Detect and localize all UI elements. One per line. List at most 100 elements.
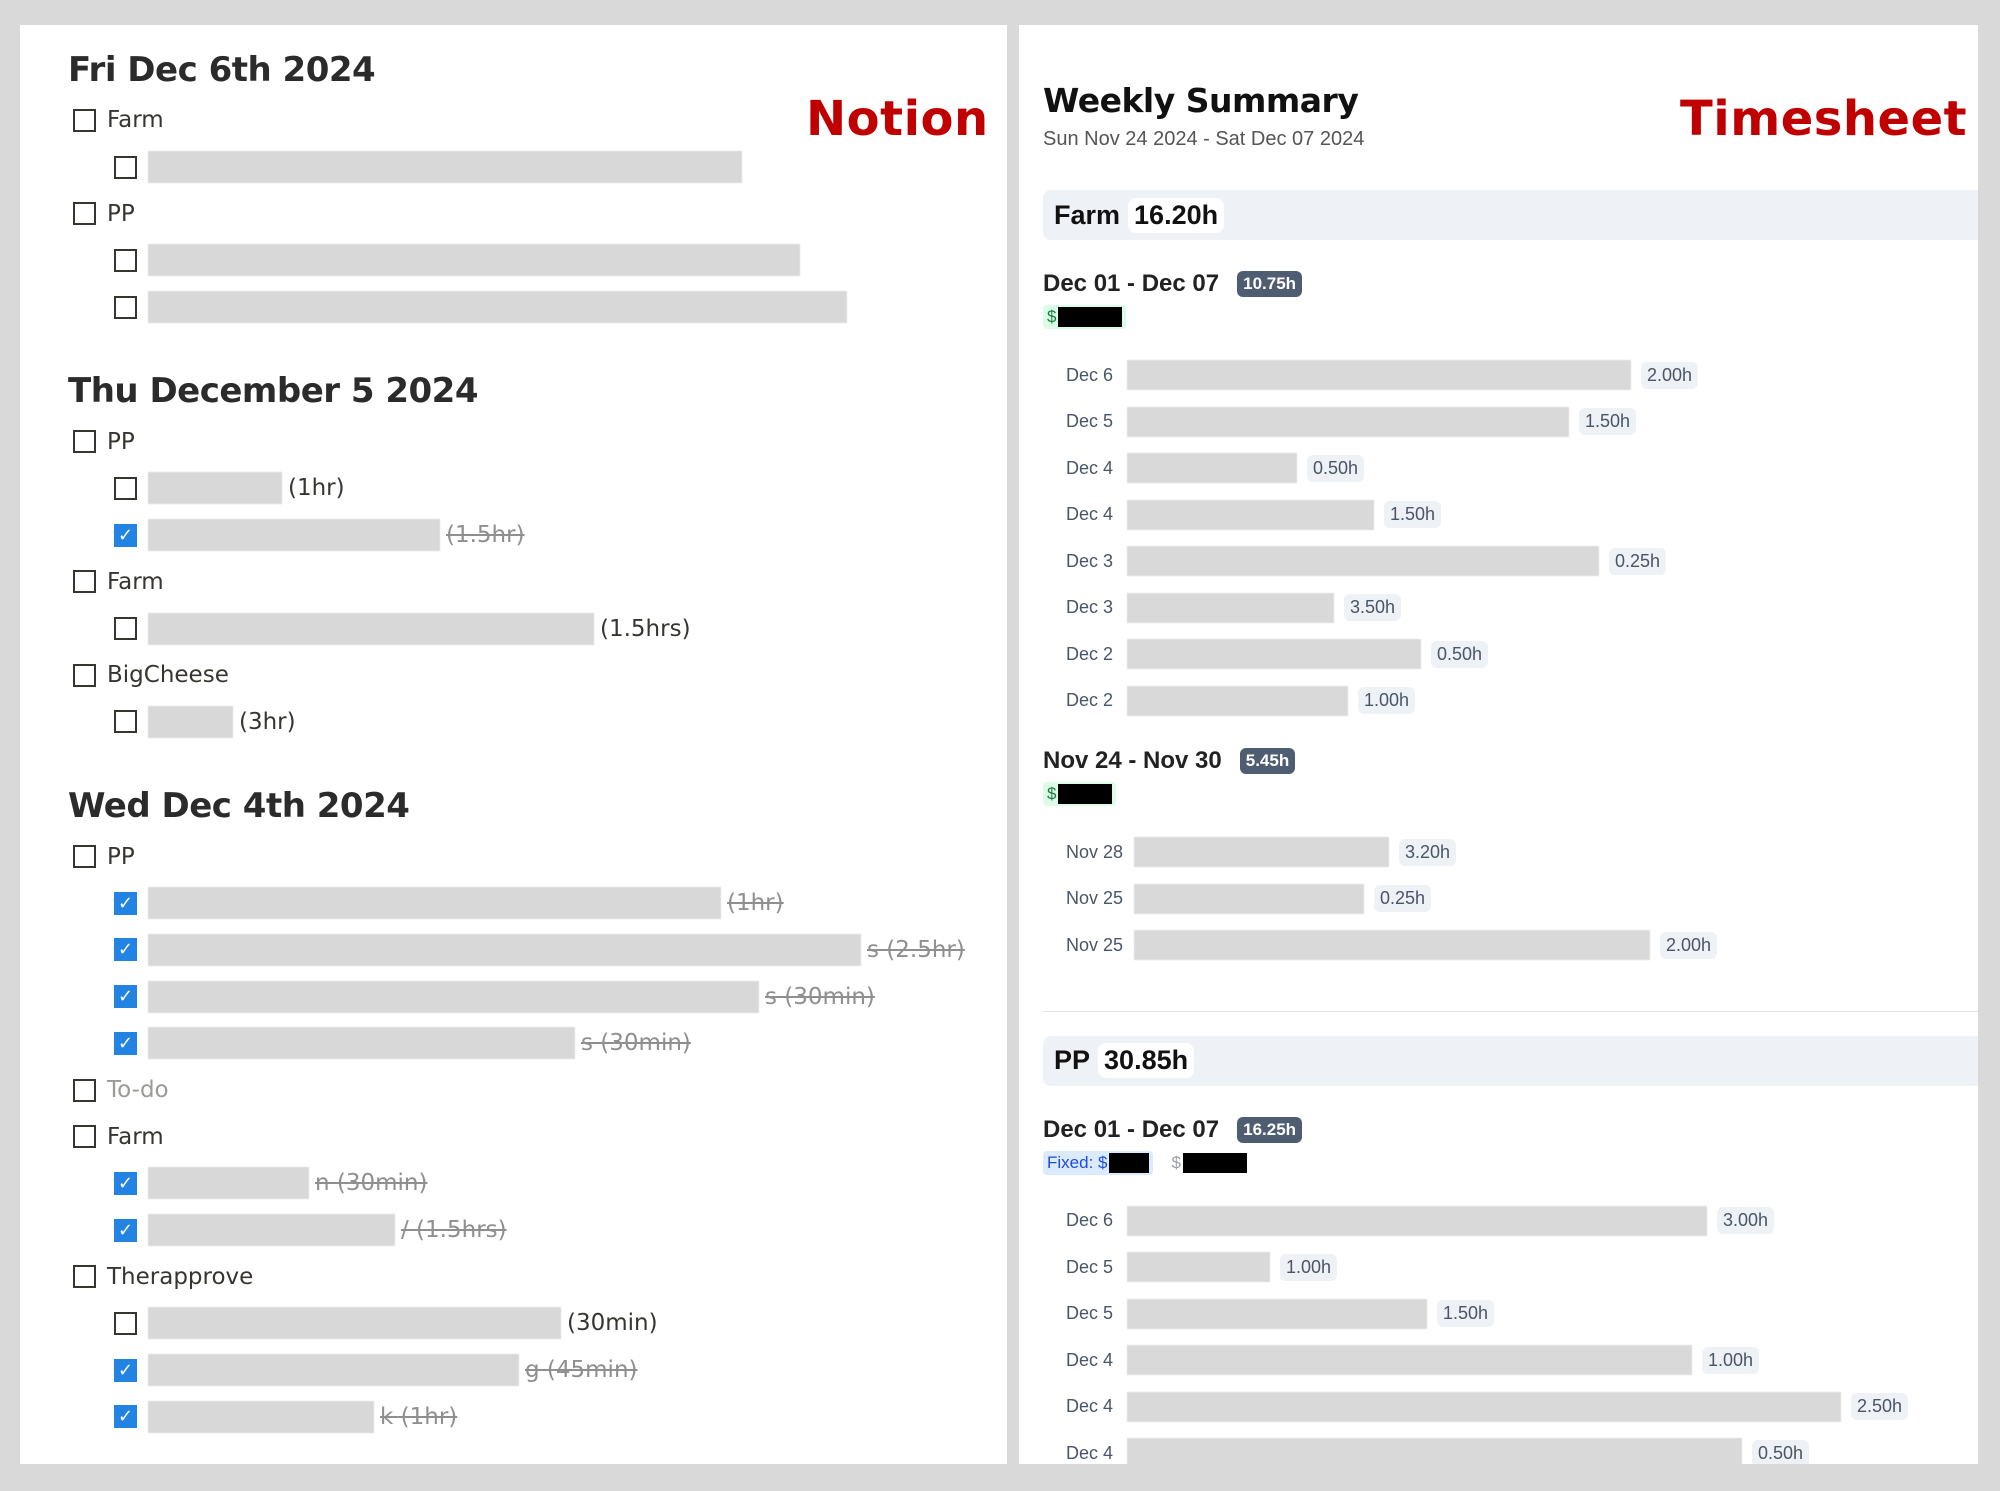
task-item[interactable] [20, 237, 1007, 284]
redacted-text [148, 1167, 309, 1200]
group-label: PP [107, 200, 135, 227]
task-item[interactable]: (1hr) [20, 465, 1007, 512]
redacted-description [1127, 1252, 1270, 1283]
redacted-description [1127, 1345, 1692, 1376]
entry-hours: 0.50h [1752, 1439, 1810, 1464]
task-item[interactable]: ✓ s (30min) [20, 973, 1007, 1020]
group-label: PP [107, 428, 135, 455]
time-entry[interactable]: Dec 4 0.50h [1043, 445, 1978, 492]
checkbox[interactable]: ✓ [114, 1358, 137, 1382]
timesheet-projects: Farm 16.20h Dec 01 - Dec 07 10.75h $ Dec 6 2.0… [1043, 190, 1978, 1464]
redacted-description [1127, 639, 1421, 670]
group-item[interactable]: To-do [20, 1067, 1007, 1114]
redacted-description [1134, 883, 1364, 914]
week-header: Nov 24 - Nov 30 5.45h [1043, 746, 1978, 776]
checkbox[interactable] [114, 248, 137, 272]
checkbox[interactable] [114, 295, 137, 319]
time-entry[interactable]: Dec 3 3.50h [1043, 585, 1978, 632]
group-item[interactable]: PP [20, 190, 1007, 237]
group-item[interactable]: BigCheese [20, 652, 1007, 699]
task-item[interactable]: ✓ / (1.5hrs) [20, 1207, 1007, 1254]
redacted-description [1127, 592, 1334, 623]
task-item[interactable]: (3hr) [20, 699, 1007, 746]
group-item[interactable]: Farm [20, 97, 1007, 144]
group-item[interactable]: Therapprove [20, 1253, 1007, 1300]
task-item[interactable]: ✓ k (1hr) [20, 1394, 1007, 1441]
day-heading: Fri Dec 6th 2024 [68, 50, 376, 90]
entry-hours: 1.50h [1384, 501, 1442, 529]
checkbox[interactable]: ✓ [114, 985, 137, 1009]
checkbox[interactable] [114, 476, 137, 500]
checkbox[interactable] [114, 155, 137, 179]
checkbox[interactable]: ✓ [114, 1031, 137, 1055]
time-entry[interactable]: Dec 5 1.00h [1043, 1244, 1978, 1291]
checkbox[interactable]: ✓ [114, 1218, 137, 1242]
entry-hours: 0.25h [1609, 547, 1667, 575]
task-duration: s (30min) [581, 1030, 691, 1057]
amount-pill: $ [1043, 305, 1127, 329]
task-item[interactable]: (30min) [20, 1300, 1007, 1347]
time-entry[interactable]: Nov 25 2.00h [1043, 922, 1978, 969]
time-entry[interactable]: Nov 25 0.25h [1043, 876, 1978, 923]
task-item[interactable]: ✓ s (30min) [20, 1020, 1007, 1067]
task-item[interactable]: ✓ n (30min) [20, 1160, 1007, 1207]
checkbox[interactable] [73, 663, 96, 687]
entry-date: Dec 5 [1066, 1256, 1114, 1277]
redacted-text [148, 980, 759, 1013]
time-entry[interactable]: Nov 28 3.20h [1043, 829, 1978, 876]
time-entry[interactable]: Dec 4 1.00h [1043, 1337, 1978, 1384]
redacted-text [148, 519, 440, 552]
task-duration: g (45min) [525, 1357, 638, 1384]
group-item[interactable]: PP [20, 418, 1007, 465]
entry-date: Dec 5 [1066, 1303, 1114, 1324]
time-entry[interactable]: Dec 5 1.50h [1043, 399, 1978, 446]
redacted-text [148, 933, 861, 966]
checkbox[interactable]: ✓ [114, 1171, 137, 1195]
time-entry[interactable]: Dec 6 2.00h [1043, 352, 1978, 399]
redacted-text [148, 1400, 374, 1433]
group-item[interactable]: Farm [20, 559, 1007, 606]
time-entry[interactable]: Dec 4 1.50h [1043, 492, 1978, 539]
checkbox[interactable] [73, 1078, 96, 1102]
time-entry[interactable]: Dec 4 0.50h [1043, 1430, 1978, 1464]
task-duration: (3hr) [239, 708, 296, 735]
checkbox[interactable] [73, 1125, 96, 1149]
checkbox[interactable] [114, 710, 137, 734]
entry-date: Dec 3 [1066, 550, 1114, 571]
redacted-description [1127, 406, 1569, 437]
time-entry[interactable]: Dec 5 1.50h [1043, 1291, 1978, 1338]
day-heading: Wed Dec 4th 2024 [68, 786, 410, 827]
checkbox[interactable] [73, 430, 96, 454]
checkbox[interactable] [114, 1311, 137, 1335]
task-item[interactable]: ✓ g (45min) [20, 1347, 1007, 1394]
group-item[interactable]: PP [20, 833, 1007, 880]
checkbox[interactable] [73, 202, 96, 226]
checkbox[interactable] [73, 570, 96, 594]
time-entry[interactable]: Dec 6 3.00h [1043, 1198, 1978, 1245]
fixed-rate-pill: Fixed: $ [1043, 1150, 1154, 1175]
time-entry[interactable]: Dec 2 0.50h [1043, 631, 1978, 678]
checkbox[interactable] [73, 1265, 96, 1289]
amount-pill: $ [1171, 1151, 1247, 1175]
week-range: Dec 01 - Dec 07 [1043, 270, 1220, 297]
entry-hours: 3.00h [1717, 1207, 1775, 1235]
task-item[interactable] [20, 284, 1007, 331]
task-item[interactable]: (1.5hrs) [20, 605, 1007, 652]
task-item[interactable] [20, 144, 1007, 191]
checkbox[interactable] [73, 845, 96, 869]
checkbox[interactable]: ✓ [114, 523, 137, 547]
entry-date: Dec 4 [1066, 1442, 1114, 1463]
entry-hours: 2.50h [1851, 1393, 1909, 1421]
checkbox[interactable]: ✓ [114, 938, 137, 962]
checkbox[interactable] [73, 108, 96, 132]
checkbox[interactable]: ✓ [114, 891, 137, 915]
group-item[interactable]: Farm [20, 1113, 1007, 1160]
checkbox[interactable] [114, 617, 137, 641]
task-item[interactable]: ✓ (1hr) [20, 880, 1007, 927]
time-entry[interactable]: Dec 3 0.25h [1043, 538, 1978, 585]
time-entry[interactable]: Dec 4 2.50h [1043, 1384, 1978, 1431]
checkbox[interactable]: ✓ [114, 1405, 137, 1429]
task-item[interactable]: ✓ (1.5hr) [20, 512, 1007, 559]
time-entry[interactable]: Dec 2 1.00h [1043, 678, 1978, 725]
task-item[interactable]: ✓ s (2.5hr) [20, 927, 1007, 974]
